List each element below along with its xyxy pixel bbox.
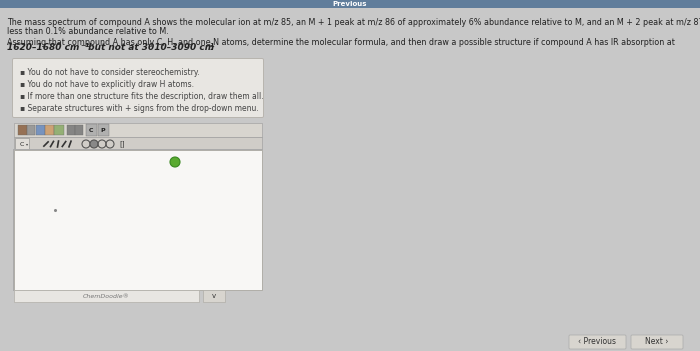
Text: C: C [20, 141, 25, 146]
FancyBboxPatch shape [45, 125, 53, 134]
FancyBboxPatch shape [66, 125, 74, 134]
FancyBboxPatch shape [569, 335, 626, 349]
Text: Assuming that compound A has only C, H, and one N atoms, determine the molecular: Assuming that compound A has only C, H, … [7, 38, 675, 47]
Circle shape [90, 140, 98, 148]
Text: −1: −1 [80, 43, 90, 48]
Text: The mass spectrum of compound A shows the molecular ion at m/z 85, an M + 1 peak: The mass spectrum of compound A shows th… [7, 18, 700, 27]
Text: Previous: Previous [332, 1, 368, 7]
FancyBboxPatch shape [14, 137, 262, 150]
FancyBboxPatch shape [203, 290, 225, 302]
Text: 1620–1680 cm: 1620–1680 cm [7, 43, 79, 52]
FancyBboxPatch shape [14, 123, 262, 137]
Circle shape [170, 157, 180, 167]
FancyBboxPatch shape [0, 0, 700, 8]
FancyBboxPatch shape [14, 290, 199, 302]
FancyBboxPatch shape [27, 125, 34, 134]
Text: ‹ Previous: ‹ Previous [578, 338, 616, 346]
Text: ▪ You do not have to explicitly draw H atoms.: ▪ You do not have to explicitly draw H a… [20, 80, 194, 89]
Text: []: [] [119, 141, 125, 147]
FancyBboxPatch shape [18, 125, 27, 134]
Text: less than 0.1% abundance relative to M.: less than 0.1% abundance relative to M. [7, 27, 169, 36]
FancyBboxPatch shape [97, 124, 108, 135]
FancyBboxPatch shape [13, 149, 263, 291]
Text: −1: −1 [205, 43, 215, 48]
Text: ▪ If more than one structure fits the description, draw them all.: ▪ If more than one structure fits the de… [20, 92, 264, 101]
FancyBboxPatch shape [36, 125, 45, 134]
Text: ChemDoodle®: ChemDoodle® [83, 293, 130, 298]
FancyBboxPatch shape [74, 125, 83, 134]
Text: ▪ You do not have to consider stereochemistry.: ▪ You do not have to consider stereochem… [20, 68, 199, 77]
Text: .: . [210, 43, 214, 52]
Text: C: C [89, 127, 93, 132]
FancyBboxPatch shape [631, 335, 683, 349]
FancyBboxPatch shape [13, 59, 263, 118]
FancyBboxPatch shape [15, 138, 29, 149]
FancyBboxPatch shape [85, 124, 97, 135]
FancyBboxPatch shape [53, 125, 64, 134]
FancyBboxPatch shape [14, 150, 262, 290]
Text: Next ›: Next › [645, 338, 668, 346]
Text: ▪ Separate structures with + signs from the drop-down menu.: ▪ Separate structures with + signs from … [20, 104, 259, 113]
Text: ▾: ▾ [26, 142, 28, 146]
Text: P: P [101, 127, 105, 132]
Text: v: v [212, 293, 216, 299]
Text: but not at 3010–3090 cm: but not at 3010–3090 cm [85, 43, 214, 52]
